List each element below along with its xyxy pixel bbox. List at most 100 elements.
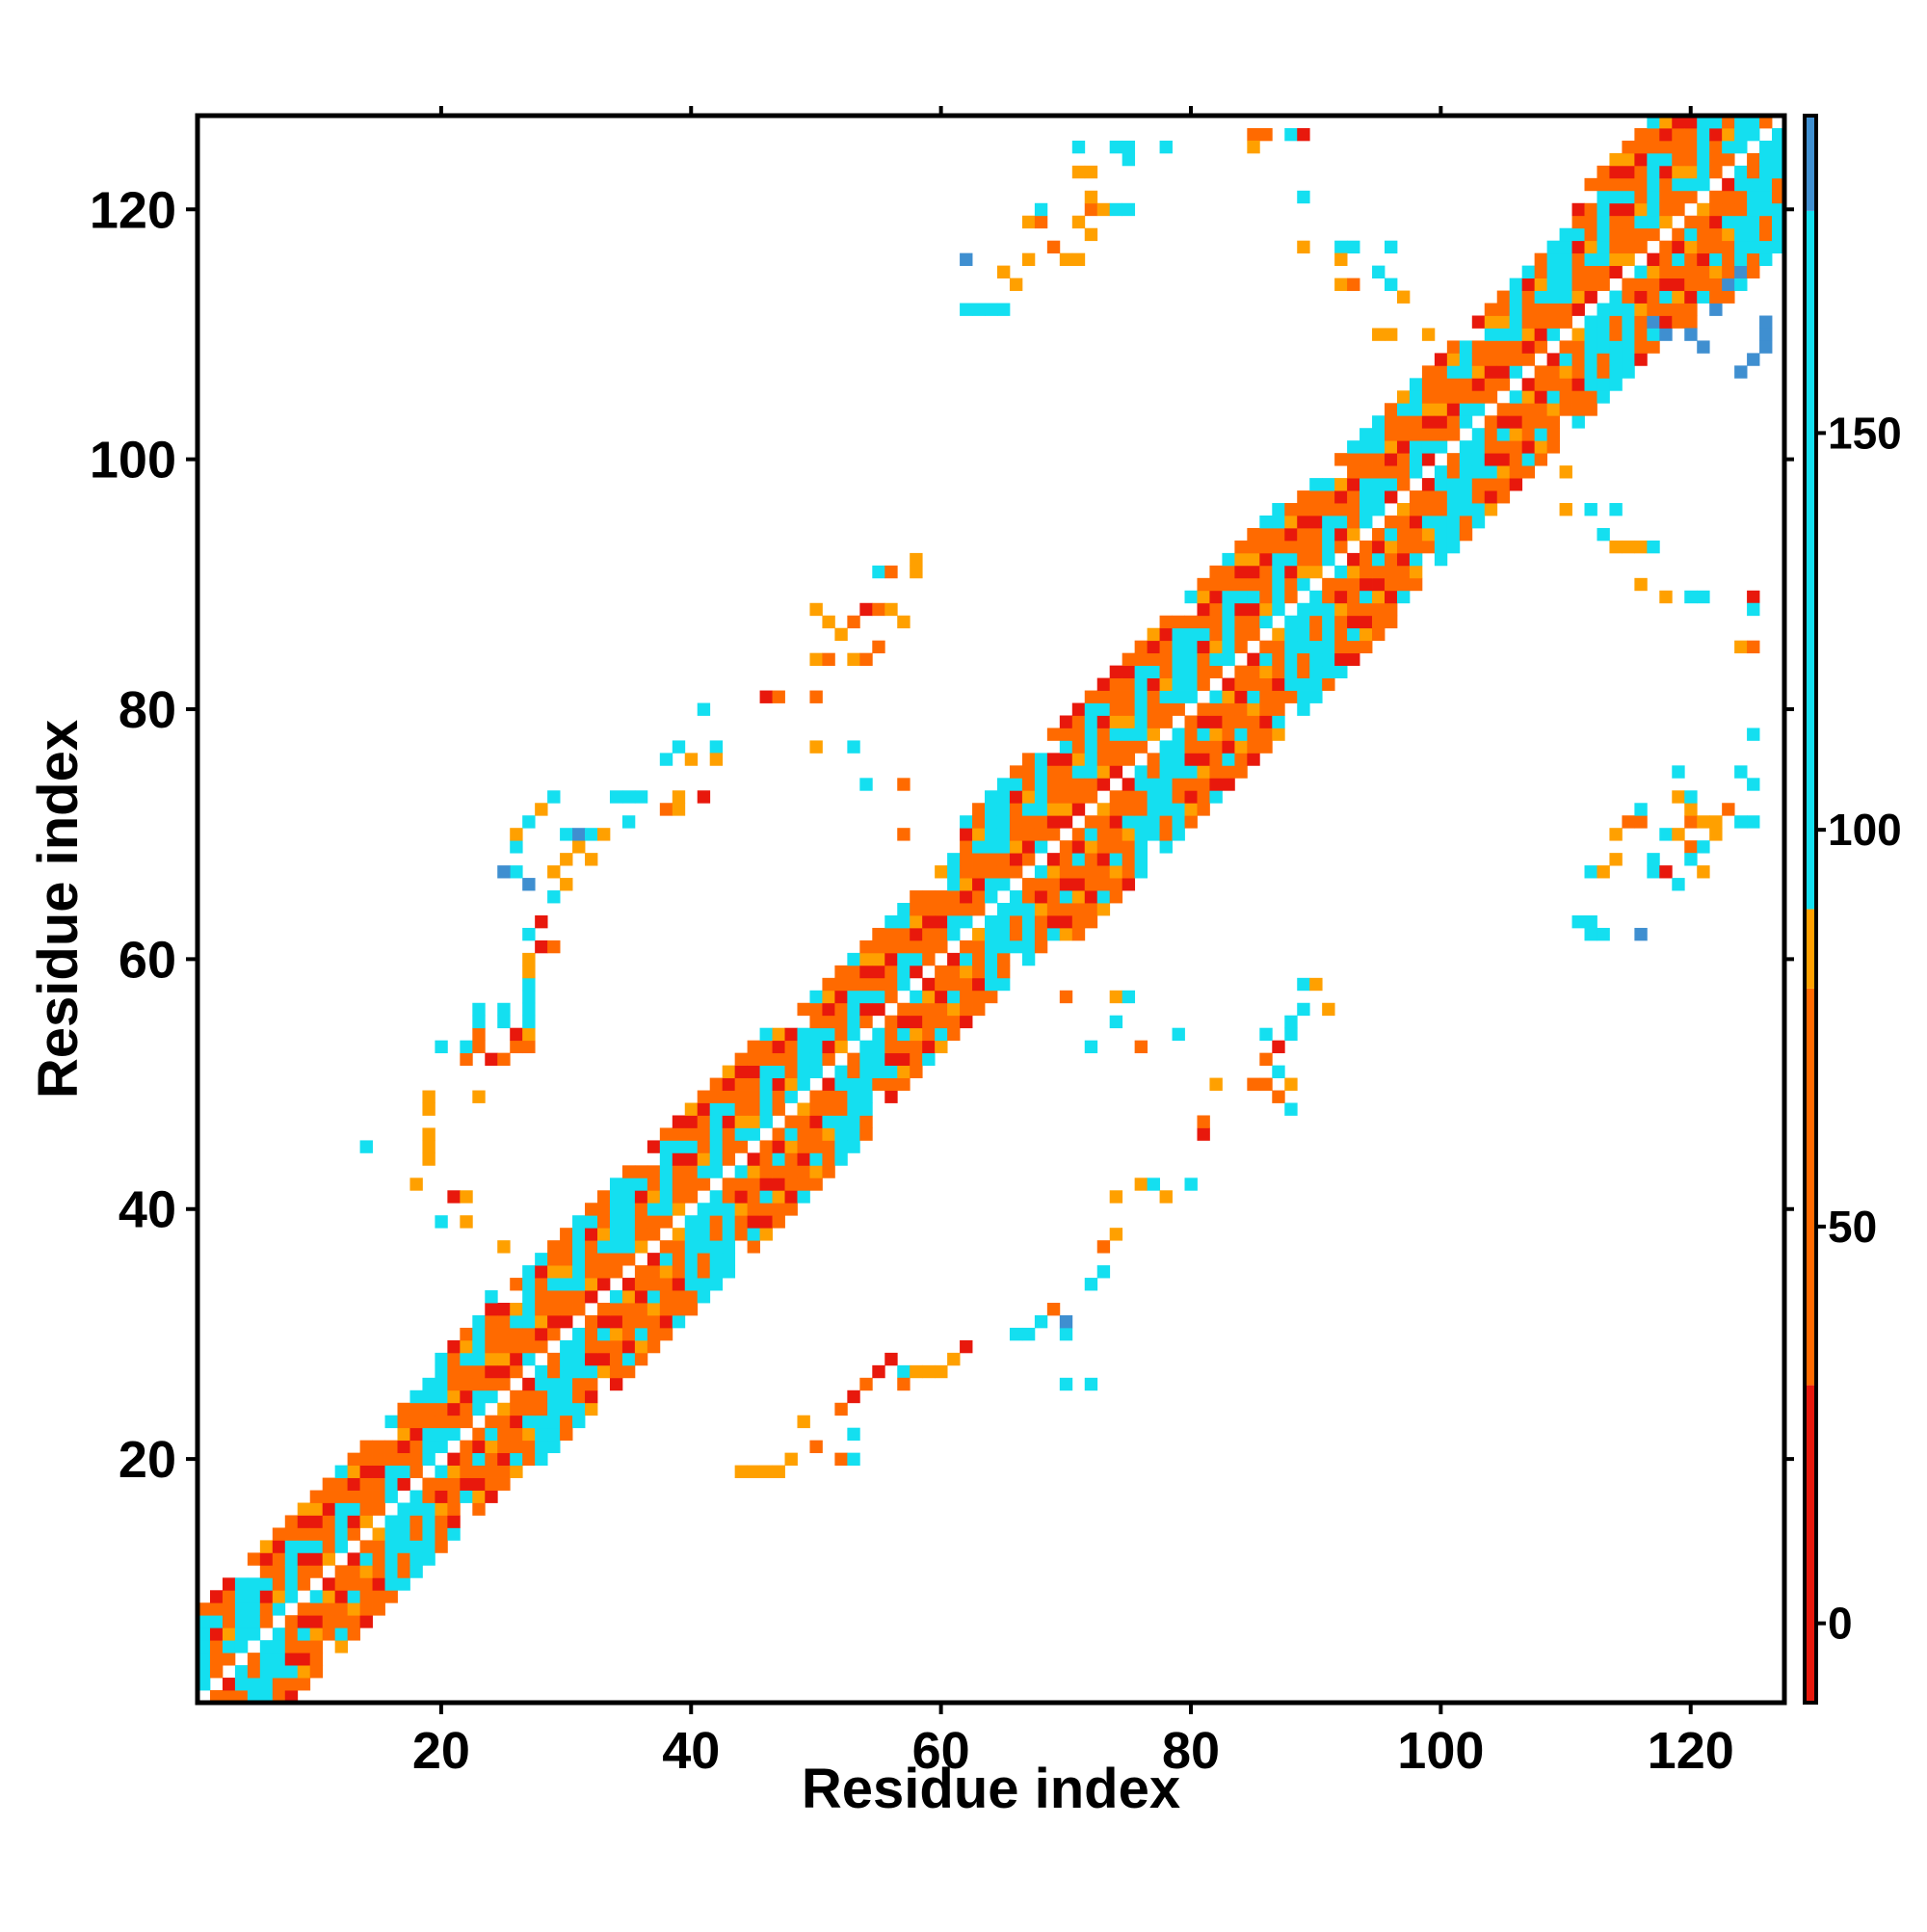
heatmap-cell <box>734 1215 749 1229</box>
heatmap-cell <box>585 1240 598 1254</box>
heatmap-cell <box>560 1314 573 1329</box>
heatmap-cell <box>1421 515 1436 529</box>
heatmap-cell <box>1334 503 1348 516</box>
heatmap-cell <box>1659 278 1673 291</box>
heatmap-cell <box>1372 465 1386 479</box>
heatmap-cell <box>485 1377 498 1391</box>
heatmap-cell <box>1697 116 1710 129</box>
heatmap-cell <box>284 1678 299 1691</box>
heatmap-cell <box>497 1465 511 1478</box>
heatmap-cell <box>609 1303 623 1316</box>
heatmap-cell <box>259 1640 274 1654</box>
heatmap-cell <box>1409 403 1423 416</box>
heatmap-cell <box>1222 615 1235 629</box>
heatmap-cell <box>497 1477 511 1491</box>
heatmap-cell <box>1147 702 1160 716</box>
heatmap-cell <box>547 1240 561 1254</box>
heatmap-cell <box>1184 765 1198 779</box>
heatmap-cell <box>535 1253 548 1266</box>
heatmap-cell <box>1446 478 1461 491</box>
heatmap-cell <box>772 1465 785 1478</box>
heatmap-cell <box>1147 627 1160 642</box>
heatmap-cell <box>834 1140 848 1153</box>
heatmap-cell <box>897 1052 911 1067</box>
heatmap-cell <box>972 803 986 816</box>
heatmap-cell <box>1509 465 1523 479</box>
heatmap-cell <box>1197 715 1210 728</box>
heatmap-cell <box>485 1465 498 1478</box>
heatmap-cell <box>834 1077 848 1091</box>
heatmap-cell <box>759 1215 773 1229</box>
heatmap-cell <box>1396 453 1411 466</box>
heatmap-cell <box>585 1377 598 1391</box>
heatmap-cell <box>1109 140 1123 154</box>
heatmap-cell <box>1385 527 1398 542</box>
heatmap-cell <box>1684 815 1698 829</box>
heatmap-cell <box>1634 265 1648 278</box>
heatmap-cell <box>222 1602 236 1616</box>
heatmap-cell <box>1597 190 1610 204</box>
heatmap-cell <box>1222 715 1235 728</box>
heatmap-cell <box>1284 690 1298 703</box>
heatmap-cell <box>247 1665 261 1679</box>
heatmap-cell <box>1109 840 1123 854</box>
heatmap-cell <box>522 1339 536 1354</box>
heatmap-cell <box>784 1090 798 1103</box>
heatmap-cell <box>822 615 835 629</box>
heatmap-cell <box>397 1515 410 1528</box>
heatmap-cell <box>572 828 586 841</box>
heatmap-cell <box>1259 740 1273 754</box>
heatmap-cell <box>560 853 573 866</box>
heatmap-cell <box>1546 240 1560 254</box>
heatmap-cell <box>1021 890 1036 904</box>
heatmap-cell <box>634 1178 648 1191</box>
heatmap-cell <box>659 1190 673 1204</box>
heatmap-cell <box>621 1228 636 1241</box>
heatmap-cell <box>947 1002 961 1017</box>
heatmap-cell <box>1734 278 1748 291</box>
heatmap-cell <box>247 1678 261 1691</box>
heatmap-cell <box>910 1027 923 1042</box>
heatmap-cell <box>572 1327 586 1341</box>
heatmap-cell <box>384 1590 398 1603</box>
heatmap-cell <box>1071 715 1086 728</box>
heatmap-cell <box>1509 290 1523 304</box>
heatmap-cell <box>1059 252 1073 267</box>
heatmap-cell <box>497 1303 511 1316</box>
heatmap-cell <box>1209 702 1223 716</box>
heatmap-cell <box>460 1477 473 1491</box>
heatmap-cell <box>922 890 936 904</box>
heatmap-cell <box>1597 177 1610 192</box>
heatmap-cell <box>747 1077 760 1091</box>
heatmap-cell <box>309 1615 324 1628</box>
heatmap-cell <box>734 1178 749 1191</box>
heatmap-cell <box>409 1178 423 1191</box>
heatmap-cell <box>847 1027 860 1042</box>
heatmap-cell <box>759 1190 773 1204</box>
heatmap-cell <box>1284 590 1298 604</box>
heatmap-cell <box>1584 914 1597 929</box>
heatmap-cell <box>621 1165 636 1178</box>
heatmap-cell <box>1747 240 1760 254</box>
heatmap-cell <box>497 1339 511 1354</box>
heatmap-cell <box>497 1377 511 1391</box>
heatmap-cell <box>672 1203 686 1216</box>
heatmap-cell <box>1509 390 1523 404</box>
heatmap-cell <box>222 1590 236 1603</box>
heatmap-cell <box>535 1303 548 1316</box>
heatmap-cell <box>1247 753 1260 766</box>
heatmap-cell <box>1684 840 1698 854</box>
heatmap-cell <box>1634 165 1648 179</box>
heatmap-cell <box>897 1077 911 1091</box>
heatmap-cell <box>722 1127 736 1141</box>
heatmap-cell <box>1659 165 1673 179</box>
heatmap-cell <box>672 790 686 804</box>
heatmap-cell <box>435 1377 448 1391</box>
heatmap-cell <box>522 1303 536 1316</box>
heatmap-cell <box>1071 140 1086 154</box>
heatmap-cell <box>1046 728 1061 741</box>
heatmap-cell <box>972 927 986 941</box>
heatmap-cell <box>647 1178 661 1191</box>
heatmap-cell <box>572 1228 586 1241</box>
heatmap-cell <box>1309 590 1323 604</box>
